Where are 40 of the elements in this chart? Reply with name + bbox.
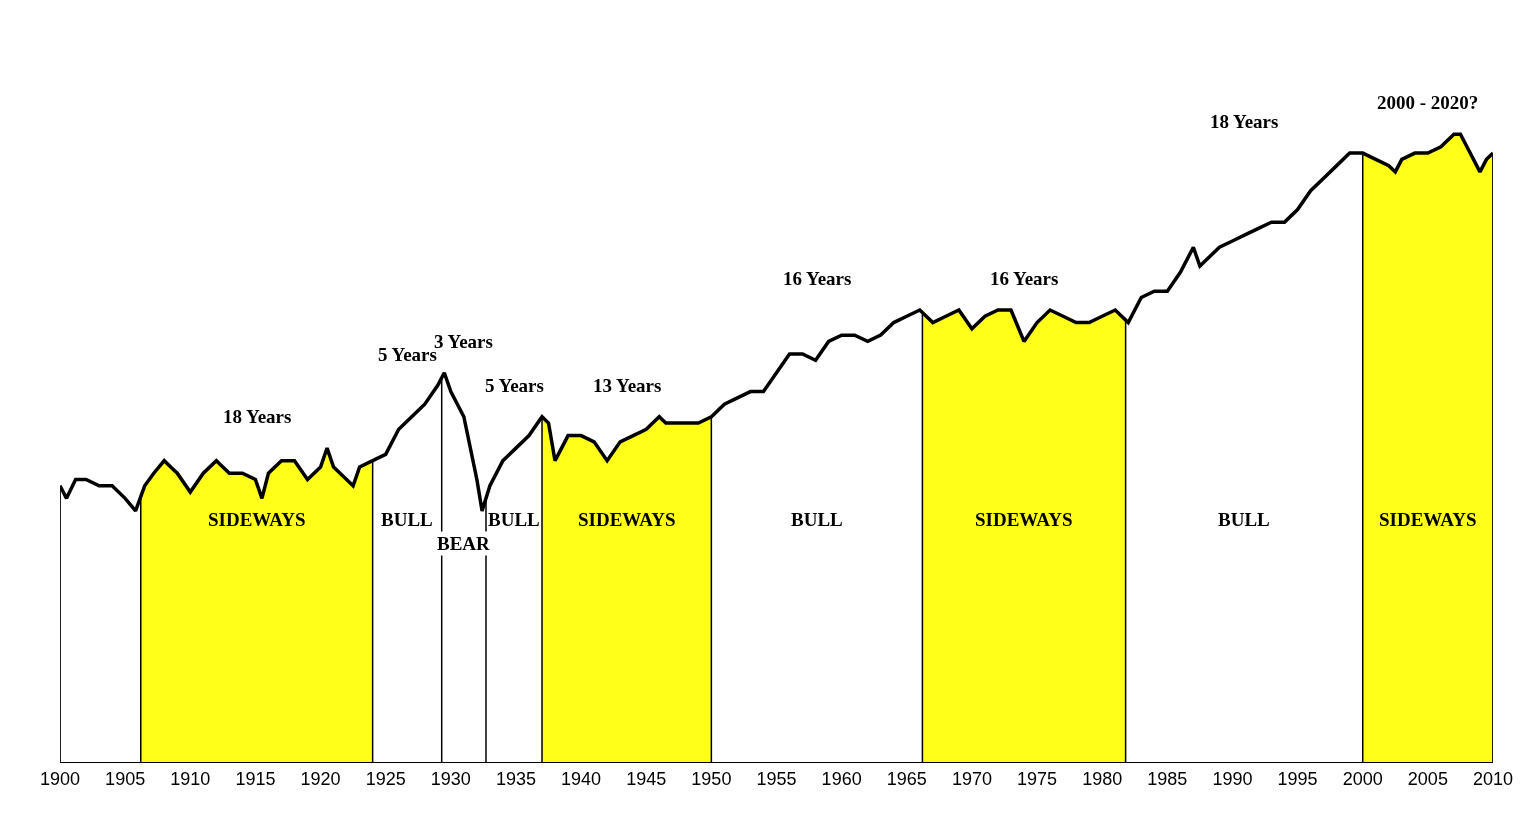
x-tick-label: 1995 [1277,768,1318,789]
annotation: SIDEWAYS [975,509,1073,530]
x-tick-label: 1915 [235,768,276,789]
annotation: 16 Years [990,268,1059,289]
x-tick-label: 1955 [756,768,797,789]
text: 18 Years [1210,111,1279,132]
x-tick-label: 1945 [626,768,667,789]
x-tick-label: 2005 [1407,768,1448,789]
x-tick-label: 2000 [1342,768,1383,789]
x-tick-label: 1935 [495,768,536,789]
x-tick-label: 2010 [1472,768,1514,789]
x-tick-label: 1900 [39,768,81,789]
annotation: 16 Years [783,268,852,289]
x-tick-label: 1920 [300,768,341,789]
annotation: BULL [488,509,540,530]
annotation: 13 Years [593,375,662,396]
x-tick-label: 1910 [170,768,211,789]
x-tick-label: 1950 [691,768,732,789]
x-tick-label: 1930 [430,768,471,789]
x-tick-label: 1960 [821,768,862,789]
text: 2000 - 2020? [1377,92,1479,113]
x-tick-label: 1990 [1212,768,1253,789]
x-tick-label: 1965 [886,768,927,789]
annotation: SIDEWAYS [578,509,676,530]
x-tick-label: 1970 [951,768,992,789]
annotation: 5 Years [485,375,544,396]
x-tick-label: 1925 [365,768,406,789]
annotation: SIDEWAYS [1379,509,1477,530]
annotation: BULL [381,509,433,530]
x-tick-label: 1905 [105,768,146,789]
x-tick-label: 1985 [1147,768,1188,789]
annotation: SIDEWAYS [208,509,306,530]
annotation: 3 Years [434,331,493,352]
annotation: BULL [1218,509,1270,530]
annotation: 18 Years [223,406,292,427]
x-tick-label: 1980 [1082,768,1123,789]
annotation: BEAR [437,533,491,554]
annotation: BULL [791,509,843,530]
x-tick-label: 1940 [561,768,602,789]
x-tick-label: 1975 [1017,768,1058,789]
